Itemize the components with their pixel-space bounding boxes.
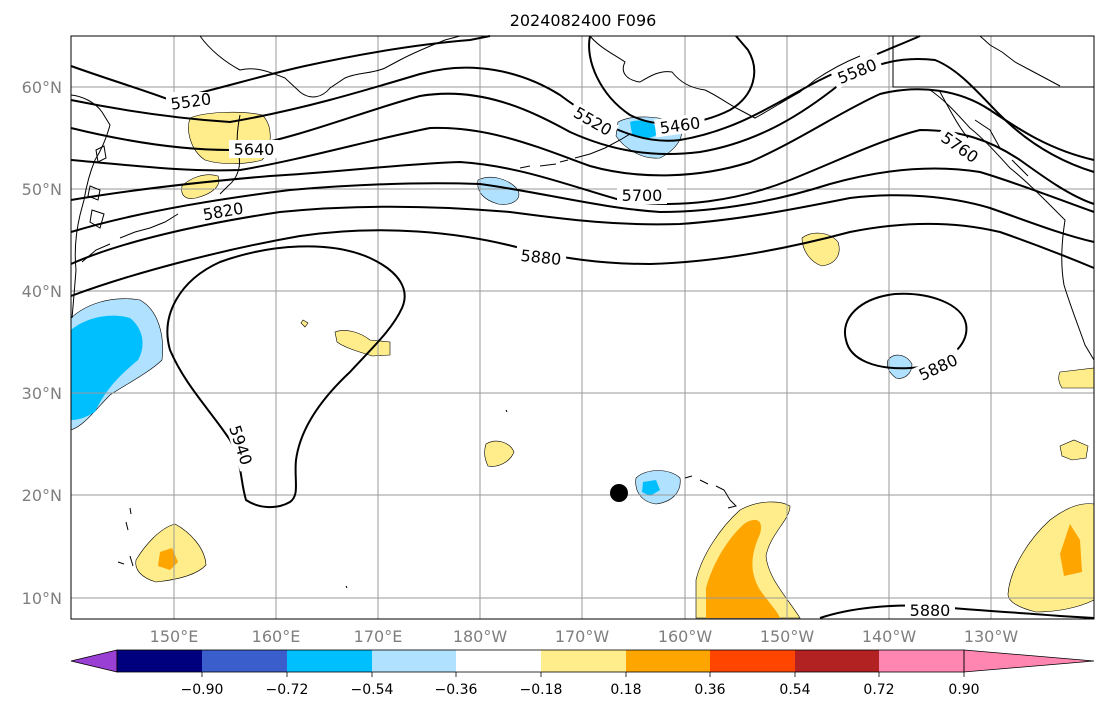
lon-label-170e: 170°E xyxy=(354,627,403,646)
lon-label-160w: 160°W xyxy=(658,627,713,646)
contour-label-5880-c: 5880 xyxy=(910,601,951,620)
lat-label-30n: 30°N xyxy=(22,384,62,403)
colorbar-outline xyxy=(116,649,965,673)
lat-label-50n: 50°N xyxy=(22,180,62,199)
anomaly-shading xyxy=(70,111,1095,619)
coast-yukon xyxy=(979,35,1061,87)
lon-label-140w: 140°W xyxy=(862,627,917,646)
colorbar-tick-1: −0.72 xyxy=(266,682,309,698)
colorbar-bin-9 xyxy=(879,650,964,672)
shade-positive-coast2 xyxy=(1059,439,1089,461)
lon-label-180w: 180°W xyxy=(453,627,508,646)
lon-label-130w: 130°W xyxy=(964,627,1019,646)
contour-5520-b xyxy=(70,35,921,142)
contour-label-5640: 5640 xyxy=(234,140,275,159)
colorbar-tick-2: −0.54 xyxy=(351,682,394,698)
coast-marianas xyxy=(117,507,134,567)
lat-label-20n: 20°N xyxy=(22,486,62,505)
lat-label-40n: 40°N xyxy=(22,282,62,301)
coast-bc-us xyxy=(929,89,1095,361)
map-border xyxy=(70,35,1095,620)
contour-5820 xyxy=(70,194,1095,265)
shade-positive-mid xyxy=(484,440,515,467)
coast-kamchatka-west xyxy=(70,94,111,319)
colorbar-extend-low xyxy=(70,649,118,673)
colorbar-tick-9: 0.90 xyxy=(948,682,979,698)
contour-5640 xyxy=(70,88,1095,177)
colorbar-bin-6 xyxy=(626,650,710,672)
graticule xyxy=(71,36,1094,619)
colorbar-bin-7 xyxy=(710,650,795,672)
contour-5940 xyxy=(166,245,406,508)
contour-5880-b xyxy=(843,292,968,370)
lat-label-60n: 60°N xyxy=(22,78,62,97)
coast-aleutians xyxy=(519,133,631,169)
lat-labels: 60°N 50°N 40°N 30°N 20°N 10°N xyxy=(22,78,62,608)
contour-label-5700: 5700 xyxy=(622,186,663,205)
shade-strong-positive-south xyxy=(706,519,780,618)
shade-negative-aleutian xyxy=(477,177,520,205)
lon-label-160e: 160°E xyxy=(252,627,301,646)
contour-5520-a xyxy=(70,35,491,102)
lon-label-150e: 150°E xyxy=(150,627,199,646)
shade-strong-positive-se xyxy=(1060,524,1082,576)
colorbar-bin-0 xyxy=(117,650,202,672)
colorbar-tick-4: −0.18 xyxy=(520,682,563,698)
colorbar-bin-2 xyxy=(287,650,372,672)
lon-labels: 150°E 160°E 170°E 180°W 170°W 160°W 150°… xyxy=(150,627,1019,646)
contour-5880-a xyxy=(70,222,1095,297)
shade-strong-negative-nw xyxy=(71,315,143,420)
coast-siberia xyxy=(199,35,461,98)
shade-positive-coast1 xyxy=(1058,367,1095,389)
colorbar-bin-3 xyxy=(372,650,456,672)
lon-label-170w: 170°W xyxy=(555,627,610,646)
location-marker xyxy=(610,484,628,502)
contour-5760 xyxy=(70,167,1095,233)
shade-negative-east xyxy=(886,354,913,379)
colorbar-tick-0: −0.90 xyxy=(181,682,224,698)
coast-kurils xyxy=(87,145,107,229)
border-canada xyxy=(892,36,1094,88)
shade-positive-central xyxy=(334,330,391,357)
coast-hawaii xyxy=(684,475,737,509)
map-title: 2024082400 F096 xyxy=(510,11,657,30)
colorbar: −0.90 −0.72 −0.54 −0.36 −0.18 0.18 0.36 … xyxy=(70,649,1095,698)
lon-label-150w: 150°W xyxy=(760,627,815,646)
colorbar-tick-6: 0.36 xyxy=(694,682,725,698)
shade-strong-negative-hawaii xyxy=(642,480,660,496)
colorbar-tick-7: 0.54 xyxy=(779,682,810,698)
coast-alaska xyxy=(589,35,861,119)
colorbar-bin-5 xyxy=(541,650,626,672)
colorbar-bin-4 xyxy=(456,650,541,672)
shade-strong-positive-sw xyxy=(158,548,178,570)
colorbar-extend-high xyxy=(963,649,1095,673)
shade-positive-dot xyxy=(300,319,309,328)
colorbar-bin-8 xyxy=(795,650,879,672)
colorbar-tick-5: 0.18 xyxy=(610,682,641,698)
contour-label-5880-a: 5880 xyxy=(520,246,562,269)
shade-strong-negative-goa xyxy=(630,120,660,139)
colorbar-bin-1 xyxy=(202,650,287,672)
lat-label-10n: 10°N xyxy=(22,589,62,608)
colorbar-tick-3: −0.36 xyxy=(435,682,478,698)
colorbar-tick-8: 0.72 xyxy=(863,682,894,698)
coast-specks xyxy=(345,409,508,589)
